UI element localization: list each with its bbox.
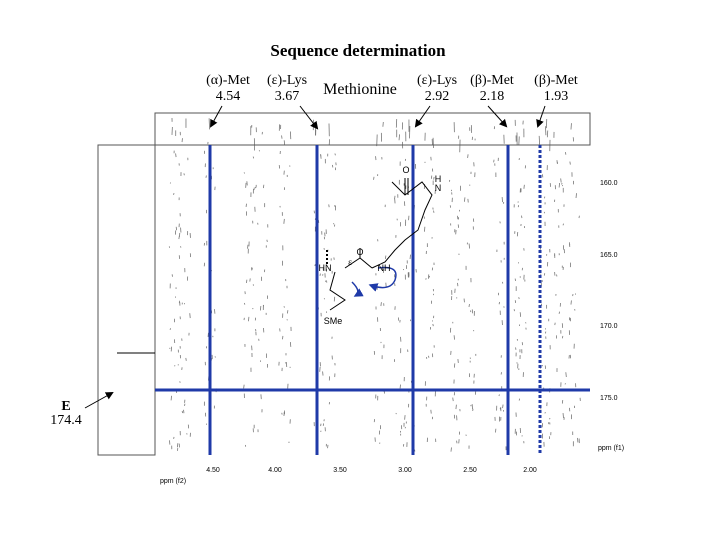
peak-name: (ε)-Lys bbox=[417, 73, 457, 88]
title: Sequence determination bbox=[270, 41, 446, 60]
peak-shift: 1.93 bbox=[544, 89, 569, 104]
atom: N bbox=[435, 183, 442, 193]
arrows bbox=[84, 105, 546, 409]
left-label: E bbox=[61, 399, 70, 414]
projection-top bbox=[154, 112, 591, 146]
blue-lines bbox=[155, 145, 590, 455]
y-tick-label: 160.0 bbox=[600, 180, 618, 187]
peak-name: (ε)-Lys bbox=[267, 73, 307, 88]
peak-name: (β)-Met bbox=[470, 73, 514, 88]
center-label: Methionine bbox=[323, 81, 397, 98]
peak-shift: 3.67 bbox=[275, 89, 300, 104]
peak-name: (α)-Met bbox=[206, 73, 250, 88]
atom: HN bbox=[319, 263, 332, 273]
x-tick-label: 4.00 bbox=[268, 467, 282, 474]
y-axis-label: ppm (f1) bbox=[598, 445, 624, 452]
peak-name: (β)-Met bbox=[534, 73, 578, 88]
atom: SMe bbox=[324, 316, 343, 326]
peak-shift: 4.54 bbox=[216, 89, 241, 104]
peak-shift: 2.18 bbox=[480, 89, 505, 104]
atom: O bbox=[402, 165, 409, 175]
molecule bbox=[326, 178, 433, 311]
x-tick-label: 4.50 bbox=[206, 467, 220, 474]
y-tick-label: 175.0 bbox=[600, 395, 618, 402]
y-tick-label: 165.0 bbox=[600, 252, 618, 259]
atom: H bbox=[435, 174, 442, 184]
y-tick-label: 170.0 bbox=[600, 323, 618, 330]
x-tick-label: 3.00 bbox=[398, 467, 412, 474]
x-axis-label: ppm (f2) bbox=[160, 478, 186, 485]
left-shift: 174.4 bbox=[50, 413, 82, 428]
projection-left bbox=[97, 144, 156, 456]
spectrum-noise bbox=[168, 118, 581, 452]
x-tick-label: 2.00 bbox=[523, 467, 537, 474]
atom: ε bbox=[348, 257, 352, 267]
x-tick-label: 3.50 bbox=[333, 467, 347, 474]
atom: NH bbox=[378, 263, 391, 273]
x-tick-label: 2.50 bbox=[463, 467, 477, 474]
atom: O bbox=[356, 247, 363, 257]
peak-shift: 2.92 bbox=[425, 89, 450, 104]
